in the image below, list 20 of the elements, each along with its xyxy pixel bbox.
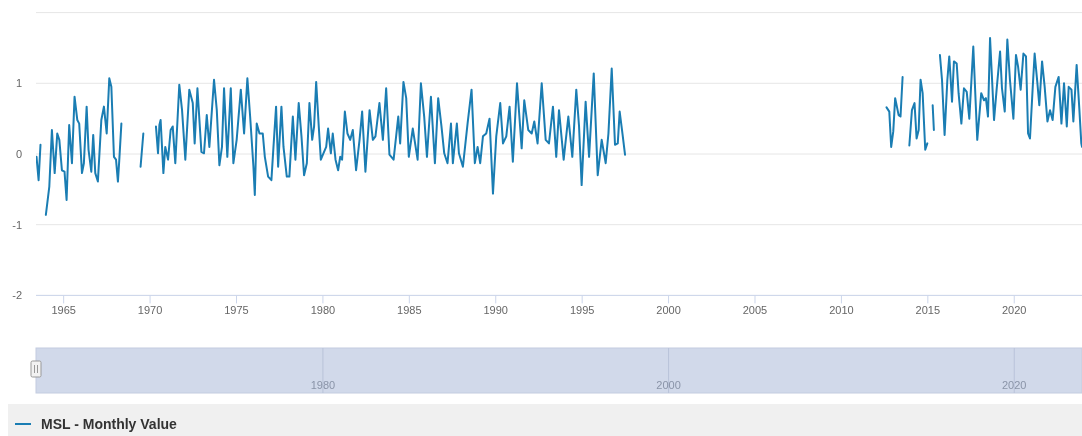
x-tick-label: 1985 xyxy=(397,304,422,317)
x-tick-label: 2010 xyxy=(829,304,854,317)
x-tick-label: 2005 xyxy=(742,304,768,317)
y-tick-label: 1 xyxy=(15,77,22,90)
x-tick-label: 1965 xyxy=(51,304,76,317)
x-tick-label: 1990 xyxy=(483,304,508,317)
y-tick-label: -2 xyxy=(12,289,22,302)
x2-tick-label: 2020 xyxy=(1002,379,1027,391)
x-tick-label: 1980 xyxy=(310,304,336,317)
x-tick-label: 2020 xyxy=(1002,304,1027,317)
x-tick-label: 2015 xyxy=(915,304,941,317)
y-tick-label: -1 xyxy=(12,218,22,231)
x-tick-label: 1970 xyxy=(137,304,163,317)
x2-tick-label: 1980 xyxy=(310,379,336,391)
x-tick-label: 1975 xyxy=(224,304,249,317)
y-tick-label: 0 xyxy=(15,148,22,160)
x-tick-label: 2000 xyxy=(656,304,681,317)
x2-tick-label: 2000 xyxy=(656,379,681,391)
legend-label: MSL - Monthly Value xyxy=(41,416,178,432)
x-tick-label: 1995 xyxy=(569,304,595,317)
